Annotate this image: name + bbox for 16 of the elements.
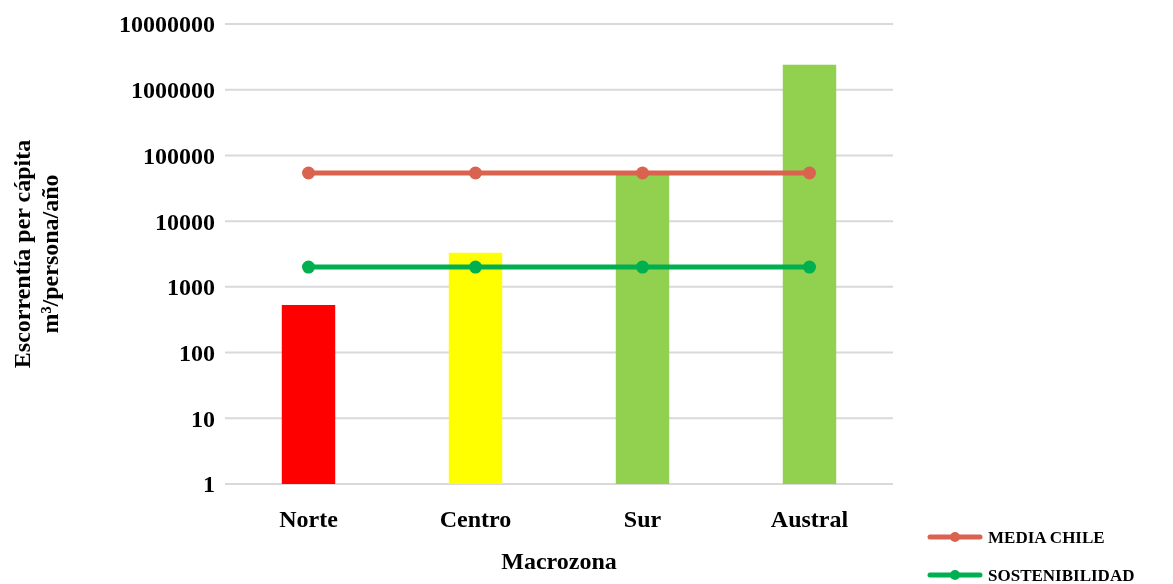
- x-tick-label: Austral: [770, 506, 849, 532]
- x-tick-label: Norte: [279, 506, 339, 532]
- y-tick-label: 1000: [167, 274, 215, 301]
- y-axis-title: Escorrentía per cápita m³/persona/año: [9, 139, 63, 369]
- legend-label: SOSTENIBILIDAD: [988, 565, 1135, 584]
- x-tick-label: Centro: [439, 506, 512, 532]
- y-tick-label: 10000: [155, 208, 215, 235]
- y-tick-label: 1: [203, 471, 215, 498]
- x-axis-title: Macrozona: [501, 548, 617, 574]
- y-tick-label: 10: [191, 405, 215, 432]
- legend-label: MEDIA CHILE: [988, 527, 1105, 547]
- y-tick-label: 100: [179, 339, 215, 366]
- x-tick-label: Sur: [623, 506, 662, 532]
- y-tick-label: 10000000: [119, 11, 215, 38]
- y-tick-label: 100000: [143, 142, 215, 169]
- y-tick-label: 1000000: [131, 77, 215, 104]
